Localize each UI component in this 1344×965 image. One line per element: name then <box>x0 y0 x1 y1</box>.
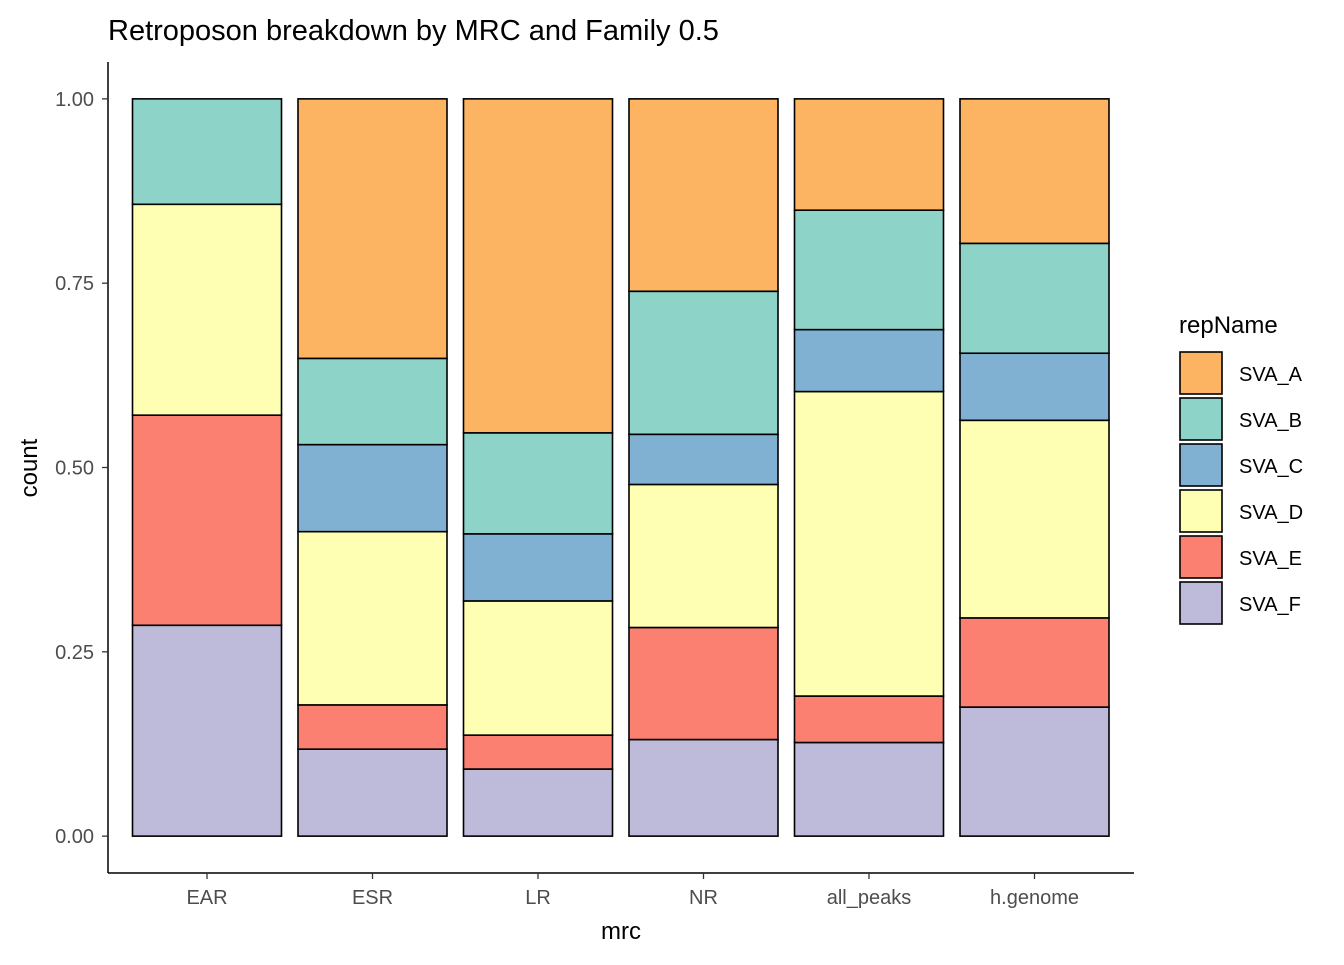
bar-segment-LR-SVA_B <box>462 432 614 535</box>
bar-segment-EAR-SVA_F <box>131 624 283 837</box>
legend-label-SVA_E: SVA_E <box>1239 548 1302 570</box>
legend-label-SVA_C: SVA_C <box>1239 456 1303 478</box>
bar-segment-ESR-SVA_B <box>297 357 448 446</box>
axes-layer: 0.00 0.25 0.50 0.75 1.00 EAR ESR LR NR all_peaks h… <box>55 62 1134 909</box>
bar-segment-LR-SVA_D <box>462 600 614 736</box>
bar-segment-h.genome-SVA_C <box>959 352 1110 422</box>
legend-label-SVA_F: SVA_F <box>1239 594 1301 616</box>
bar-segment-all_peaks-SVA_F <box>793 741 945 837</box>
bar-segment-NR-SVA_D <box>628 483 779 629</box>
legend-title: repName <box>1179 312 1278 339</box>
legend-key-SVA_A <box>1179 351 1223 395</box>
y-tick-label: 0.25 <box>55 642 94 664</box>
bar-segment-ESR-SVA_A <box>297 98 448 360</box>
x-tick-label: all_peaks <box>827 887 912 909</box>
bar-segment-EAR-SVA_D <box>131 203 283 416</box>
bar-segment-LR-SVA_C <box>462 533 614 602</box>
bar-segment-h.genome-SVA_F <box>959 706 1110 837</box>
bar-segment-all_peaks-SVA_A <box>793 98 945 211</box>
bars-layer <box>131 98 1110 837</box>
bar-segment-NR-SVA_E <box>628 626 779 741</box>
x-tick-label: LR <box>525 887 551 909</box>
legend-key-SVA_C <box>1179 443 1223 487</box>
bar-segment-NR-SVA_C <box>628 433 779 486</box>
y-tick-label: 0.50 <box>55 458 94 480</box>
legend-key-SVA_D <box>1179 489 1223 533</box>
legend-label-SVA_D: SVA_D <box>1239 502 1303 524</box>
x-tick-label: NR <box>689 887 718 909</box>
bar-segment-EAR-SVA_B <box>131 98 283 206</box>
chart-title: Retroposon breakdown by MRC and Family 0… <box>108 15 719 47</box>
bar-segment-ESR-SVA_F <box>297 748 448 837</box>
bar-segment-ESR-SVA_E <box>297 704 448 750</box>
legend: repName SVA_A SVA_B SVA_C SVA_D SVA_E SVA_F <box>1179 312 1303 625</box>
legend-key-SVA_F <box>1179 581 1223 625</box>
bar-segment-h.genome-SVA_E <box>959 617 1110 708</box>
bar-segment-LR-SVA_F <box>462 768 614 837</box>
bar-segment-LR-SVA_A <box>462 98 614 434</box>
bar-segment-h.genome-SVA_B <box>959 242 1110 355</box>
bar-segment-NR-SVA_A <box>628 98 779 293</box>
x-tick-label: ESR <box>352 887 393 909</box>
y-tick-label: 1.00 <box>55 89 94 111</box>
bar-segment-NR-SVA_F <box>628 738 779 837</box>
bar-segment-all_peaks-SVA_B <box>793 209 945 331</box>
legend-label-SVA_A: SVA_A <box>1239 364 1303 386</box>
legend-key-SVA_E <box>1179 535 1223 579</box>
bar-segment-h.genome-SVA_A <box>959 98 1110 245</box>
bar-segment-ESR-SVA_C <box>297 443 448 533</box>
y-tick-label: 0.75 <box>55 273 94 295</box>
legend-key-SVA_B <box>1179 397 1223 441</box>
y-axis-title: count <box>16 438 43 497</box>
bar-segment-EAR-SVA_E <box>131 414 283 627</box>
bar-segment-NR-SVA_B <box>628 290 779 436</box>
legend-label-SVA_B: SVA_B <box>1239 410 1302 432</box>
bar-segment-all_peaks-SVA_C <box>793 328 945 393</box>
bar-segment-LR-SVA_E <box>462 734 614 770</box>
x-tick-label: EAR <box>186 887 227 909</box>
bar-segment-all_peaks-SVA_D <box>793 390 945 697</box>
bar-segment-all_peaks-SVA_E <box>793 695 945 744</box>
x-axis-title: mrc <box>601 918 641 945</box>
x-tick-label: h.genome <box>990 887 1079 909</box>
bar-segment-ESR-SVA_D <box>297 530 448 706</box>
y-tick-label: 0.00 <box>55 826 94 848</box>
bar-segment-h.genome-SVA_D <box>959 419 1110 619</box>
